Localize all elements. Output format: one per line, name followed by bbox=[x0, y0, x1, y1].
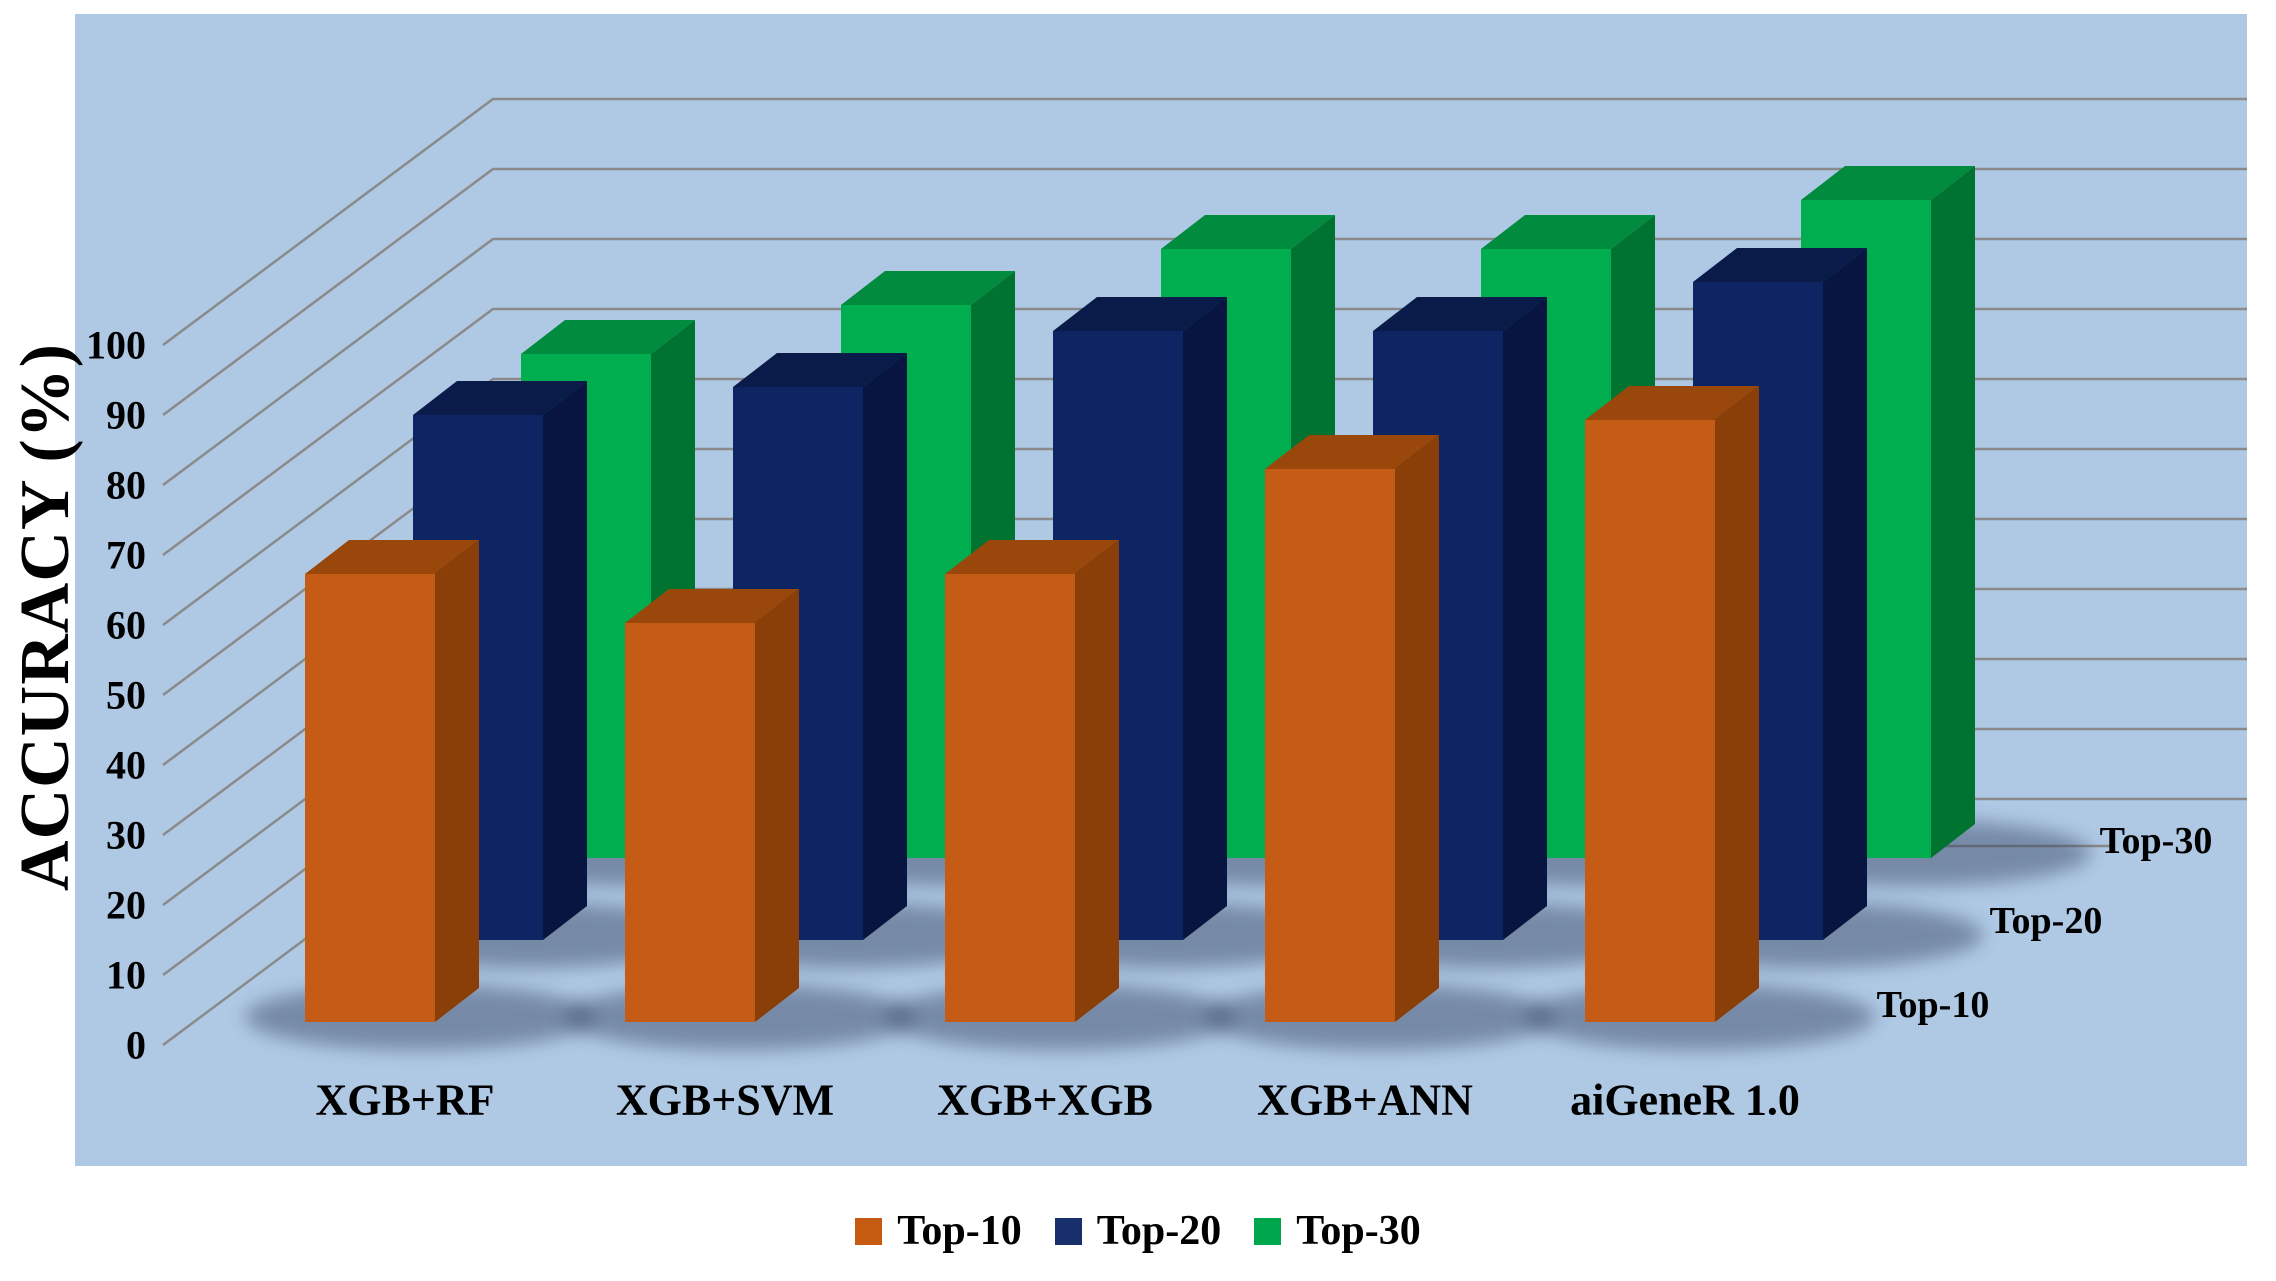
bar-front-face bbox=[1265, 469, 1395, 1022]
bar-side-face bbox=[1715, 386, 1759, 1022]
legend-item-top-30: Top-30 bbox=[1254, 1210, 1421, 1252]
y-tick-label-50: 50 bbox=[106, 673, 146, 718]
gridline-70 bbox=[162, 307, 2247, 557]
bar-top-10-aigener-1-0 bbox=[1585, 386, 1759, 1022]
bar-top-face bbox=[945, 540, 1119, 574]
bar-front-face bbox=[305, 574, 435, 1022]
legend-label-top-10: Top-10 bbox=[897, 1208, 1022, 1254]
bar-top-10-xgb-xgb bbox=[945, 540, 1119, 1022]
bar-top-face bbox=[625, 589, 799, 623]
bar-top-face bbox=[305, 540, 479, 574]
y-tick-label-70: 70 bbox=[106, 533, 146, 578]
legend-swatch-top-30 bbox=[1254, 1217, 1282, 1245]
bar-top-face bbox=[1481, 215, 1655, 249]
y-tick-label-40: 40 bbox=[106, 743, 146, 788]
bar-top-10-xgb-rf bbox=[305, 540, 479, 1022]
y-tick-label-60: 60 bbox=[106, 603, 146, 648]
bar-top-10-xgb-ann bbox=[1265, 435, 1439, 1022]
bar-top-face bbox=[841, 271, 1015, 305]
bar-side-face bbox=[863, 353, 907, 940]
category-label-xgb-xgb: XGB+XGB bbox=[937, 1076, 1153, 1125]
category-label-xgb-ann: XGB+ANN bbox=[1257, 1076, 1473, 1125]
bar-top-face bbox=[1161, 215, 1335, 249]
depth-label-top-20: Top-20 bbox=[1990, 900, 2103, 942]
category-axis-labels: XGB+RF XGB+SVM XGB+XGB XGB+ANN aiGeneR 1.0 bbox=[315, 1076, 1799, 1125]
bar-side-face bbox=[1395, 435, 1439, 1022]
bar-top-face bbox=[1585, 386, 1759, 420]
gridline-90 bbox=[162, 167, 2247, 417]
legend-swatch-top-20 bbox=[1054, 1217, 1082, 1245]
y-tick-label-20: 20 bbox=[106, 883, 146, 928]
category-label-aigener-1-0: aiGeneR 1.0 bbox=[1570, 1076, 1800, 1125]
bar-front-face bbox=[945, 574, 1075, 1022]
bar-top-10-xgb-svm bbox=[625, 589, 799, 1022]
depth-label-top-10: Top-10 bbox=[1877, 984, 1990, 1026]
legend-item-top-10: Top-10 bbox=[855, 1210, 1022, 1252]
y-tick-label-30: 30 bbox=[106, 813, 146, 858]
bar-side-face bbox=[1931, 166, 1975, 858]
bar-top-face bbox=[413, 381, 587, 415]
gridline-100 bbox=[162, 97, 2247, 347]
bar-side-face bbox=[1503, 297, 1547, 940]
bar-top-face bbox=[1693, 248, 1867, 282]
bar-side-face bbox=[1823, 248, 1867, 940]
legend-swatch-top-10 bbox=[855, 1217, 883, 1245]
legend: Top-10 Top-20 Top-30 bbox=[0, 1202, 2276, 1260]
bar-top-face bbox=[733, 353, 907, 387]
bar-top-face bbox=[1801, 166, 1975, 200]
bar-top-face bbox=[1373, 297, 1547, 331]
y-tick-label-10: 10 bbox=[106, 953, 146, 998]
depth-label-top-30: Top-30 bbox=[2100, 820, 2213, 862]
gridline-60 bbox=[162, 377, 2247, 627]
bar-side-face bbox=[435, 540, 479, 1022]
bar-top-face bbox=[521, 320, 695, 354]
y-tick-label-80: 80 bbox=[106, 463, 146, 508]
legend-label-top-20: Top-20 bbox=[1096, 1208, 1222, 1254]
bars bbox=[245, 166, 2091, 1050]
series-row-top-10 bbox=[245, 386, 1875, 1050]
bar-top-face bbox=[1265, 435, 1439, 469]
bar-side-face bbox=[1183, 297, 1227, 940]
y-tick-label-90: 90 bbox=[106, 393, 146, 438]
legend-item-top-20: Top-20 bbox=[1054, 1208, 1222, 1254]
bar-side-face bbox=[1075, 540, 1119, 1022]
bar-top-face bbox=[1053, 297, 1227, 331]
category-label-xgb-rf: XGB+RF bbox=[315, 1076, 494, 1125]
gridline-80 bbox=[162, 237, 2247, 487]
bar-side-face bbox=[755, 589, 799, 1022]
y-tick-label-100: 100 bbox=[86, 323, 146, 368]
y-tick-label-0: 0 bbox=[126, 1023, 146, 1068]
category-label-xgb-svm: XGB+SVM bbox=[616, 1076, 834, 1125]
legend-label-top-30: Top-30 bbox=[1296, 1208, 1421, 1254]
bar-front-face bbox=[625, 623, 755, 1022]
y-axis-title: ACCURACY (%) bbox=[7, 343, 84, 891]
bar-side-face bbox=[543, 381, 587, 940]
y-axis-tick-labels: 0 10 20 30 40 50 60 70 80 90 100 bbox=[86, 323, 146, 1068]
bar-front-face bbox=[1585, 420, 1715, 1022]
